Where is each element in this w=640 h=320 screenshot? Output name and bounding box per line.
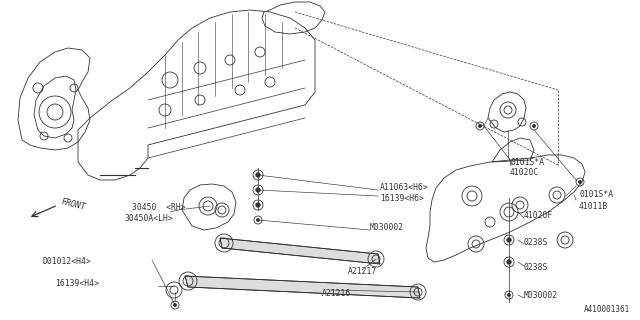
Text: 16139<H6>: 16139<H6> xyxy=(380,194,424,203)
Circle shape xyxy=(256,188,260,192)
Text: A21217: A21217 xyxy=(348,268,377,276)
Text: 41011B: 41011B xyxy=(579,202,608,211)
Polygon shape xyxy=(220,238,380,264)
Text: 0101S*A: 0101S*A xyxy=(510,157,544,166)
Circle shape xyxy=(532,124,536,127)
Polygon shape xyxy=(185,276,420,298)
Circle shape xyxy=(479,124,481,127)
Text: 0101S*A: 0101S*A xyxy=(579,189,613,198)
Text: M030002: M030002 xyxy=(370,222,404,231)
Circle shape xyxy=(507,238,511,242)
Text: 30450A<LH>: 30450A<LH> xyxy=(125,213,173,222)
Text: 0238S: 0238S xyxy=(524,263,548,273)
Text: 30450  <RH>: 30450 <RH> xyxy=(132,203,186,212)
Text: A11063<H6>: A11063<H6> xyxy=(380,182,429,191)
Text: 0238S: 0238S xyxy=(524,237,548,246)
Text: 16139<H4>: 16139<H4> xyxy=(55,278,99,287)
Text: 41020C: 41020C xyxy=(510,167,540,177)
Text: FRONT: FRONT xyxy=(60,197,86,212)
Circle shape xyxy=(508,293,511,297)
Text: D01012<H4>: D01012<H4> xyxy=(42,258,91,267)
Circle shape xyxy=(173,303,177,307)
Circle shape xyxy=(256,203,260,207)
Circle shape xyxy=(507,260,511,264)
Text: 41020F: 41020F xyxy=(524,211,553,220)
Circle shape xyxy=(579,180,582,183)
Text: A410001361: A410001361 xyxy=(584,305,630,314)
Text: A21216: A21216 xyxy=(322,289,351,298)
Circle shape xyxy=(256,173,260,177)
Circle shape xyxy=(257,219,259,221)
Text: M030002: M030002 xyxy=(524,292,558,300)
